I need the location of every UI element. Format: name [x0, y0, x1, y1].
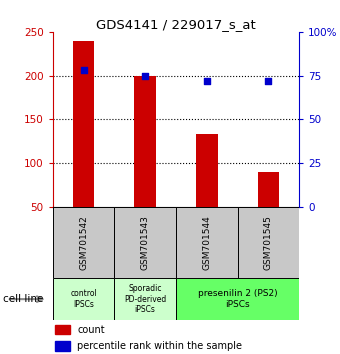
- Text: control
IPSCs: control IPSCs: [70, 290, 97, 309]
- Text: GSM701544: GSM701544: [202, 215, 211, 270]
- Text: count: count: [78, 325, 105, 335]
- Text: percentile rank within the sample: percentile rank within the sample: [78, 341, 242, 351]
- Text: GSM701545: GSM701545: [264, 215, 273, 270]
- Point: [204, 78, 209, 84]
- Bar: [73, 41, 94, 207]
- Text: GSM701543: GSM701543: [141, 215, 150, 270]
- Point: [266, 78, 271, 84]
- Text: presenilin 2 (PS2)
iPSCs: presenilin 2 (PS2) iPSCs: [198, 290, 277, 309]
- Bar: [114, 207, 176, 278]
- Point: [142, 73, 148, 79]
- Bar: [134, 76, 156, 207]
- Text: cell line: cell line: [3, 294, 44, 304]
- Bar: [176, 207, 238, 278]
- Bar: [114, 278, 176, 320]
- Bar: [53, 207, 114, 278]
- Bar: [176, 278, 299, 320]
- Text: GSM701542: GSM701542: [79, 215, 88, 270]
- Bar: [55, 341, 70, 350]
- Bar: [238, 207, 299, 278]
- Bar: [258, 172, 279, 207]
- Bar: [53, 278, 114, 320]
- Title: GDS4141 / 229017_s_at: GDS4141 / 229017_s_at: [96, 18, 256, 31]
- Point: [81, 68, 86, 73]
- Bar: [55, 325, 70, 335]
- Bar: [196, 135, 218, 207]
- Text: Sporadic
PD-derived
iPSCs: Sporadic PD-derived iPSCs: [124, 284, 166, 314]
